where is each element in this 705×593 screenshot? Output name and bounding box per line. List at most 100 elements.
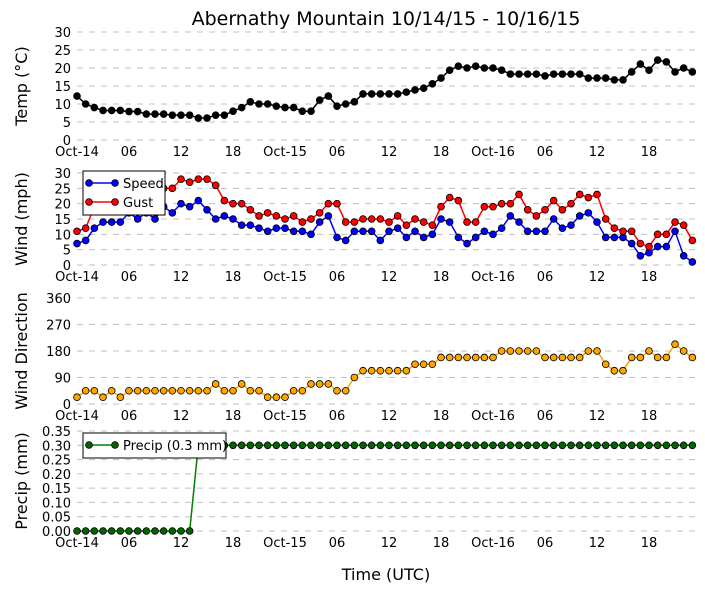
data-point: [653, 242, 662, 251]
x-tick-label: 06: [121, 270, 138, 285]
data-point: [506, 441, 515, 450]
data-point: [541, 441, 549, 450]
data-point: [532, 227, 541, 236]
data-point: [558, 353, 567, 362]
data-point: [454, 441, 463, 450]
data-point: [445, 66, 454, 74]
data-point: [237, 380, 246, 388]
data-point: [679, 252, 688, 260]
data-point: [281, 224, 289, 233]
data-point: [307, 380, 315, 388]
data-point: [133, 107, 142, 116]
x-tick-label: 12: [173, 536, 190, 551]
x-tick-label: 18: [433, 145, 450, 160]
x-tick-label: 06: [329, 145, 346, 160]
data-point: [445, 193, 454, 202]
x-tick-label: 18: [225, 270, 242, 285]
data-point: [237, 441, 246, 450]
series-line: [76, 59, 693, 119]
data-point: [263, 441, 272, 450]
data-point: [601, 215, 610, 223]
data-point: [341, 386, 350, 395]
legend-box: [82, 170, 166, 216]
y-tick-label: 0: [63, 398, 71, 413]
data-point: [307, 230, 315, 239]
data-point: [593, 347, 601, 355]
data-point: [185, 202, 194, 211]
data-point: [558, 224, 567, 233]
data-point: [636, 239, 645, 248]
data-point: [627, 227, 636, 236]
data-point: [73, 527, 81, 535]
data-point: [532, 212, 541, 220]
data-point: [385, 366, 393, 375]
data-point: [185, 386, 194, 395]
data-point: [376, 366, 385, 375]
y-tick-label: 15: [54, 213, 71, 228]
data-point: [359, 441, 367, 450]
data-point: [541, 72, 549, 80]
data-point: [203, 175, 211, 183]
data-point: [324, 380, 333, 388]
y-tick-label: 5: [63, 116, 71, 131]
data-point: [463, 239, 471, 248]
x-tick-label: 06: [329, 536, 346, 551]
y-tick-label: 180: [46, 345, 71, 360]
data-point: [341, 100, 350, 108]
data-point: [489, 64, 497, 72]
data-point: [523, 441, 532, 450]
data-point: [376, 441, 385, 450]
x-tick-label: Oct-14: [55, 536, 99, 551]
data-point: [211, 181, 220, 190]
data-point: [671, 68, 679, 76]
data-point: [428, 441, 437, 450]
data-point: [428, 230, 437, 239]
data-point: [567, 221, 575, 229]
data-point: [541, 227, 549, 236]
data-point: [237, 221, 246, 229]
data-point: [575, 353, 584, 362]
data-point: [411, 86, 419, 94]
x-tick-label: Oct-14: [55, 145, 99, 160]
data-point: [341, 441, 350, 450]
data-point: [194, 386, 203, 395]
data-point: [437, 353, 445, 362]
x-tick-label: 12: [589, 409, 606, 424]
data-point: [307, 215, 315, 223]
data-point: [419, 360, 428, 369]
data-point: [211, 111, 220, 119]
data-point: [229, 199, 237, 208]
x-tick-label: Oct-16: [471, 409, 515, 424]
x-tick-label: Oct-15: [263, 270, 307, 285]
x-tick-label: Oct-14: [55, 409, 99, 424]
data-point: [411, 227, 419, 236]
data-point: [255, 212, 263, 220]
data-point: [125, 386, 133, 395]
data-point: [419, 218, 428, 226]
data-point: [367, 227, 376, 236]
data-point: [679, 347, 688, 355]
data-point: [575, 190, 584, 199]
data-point: [350, 441, 359, 450]
data-point: [177, 386, 185, 395]
data-point: [333, 102, 341, 110]
data-point: [315, 209, 324, 217]
data-point: [151, 386, 159, 395]
data-point: [281, 215, 289, 223]
y-tick-label: 270: [46, 319, 71, 334]
data-point: [81, 100, 90, 108]
data-point: [107, 527, 116, 535]
data-point: [532, 70, 541, 78]
x-tick-label: 18: [641, 409, 658, 424]
x-tick-label: 06: [537, 409, 554, 424]
data-point: [324, 92, 333, 100]
data-point: [454, 196, 463, 205]
data-point: [333, 441, 341, 450]
data-point: [558, 441, 567, 450]
data-point: [133, 215, 142, 223]
data-point: [246, 441, 255, 450]
data-point: [445, 353, 454, 362]
x-tick-label: 12: [381, 409, 398, 424]
x-tick-label: 06: [329, 270, 346, 285]
data-point: [185, 111, 194, 119]
